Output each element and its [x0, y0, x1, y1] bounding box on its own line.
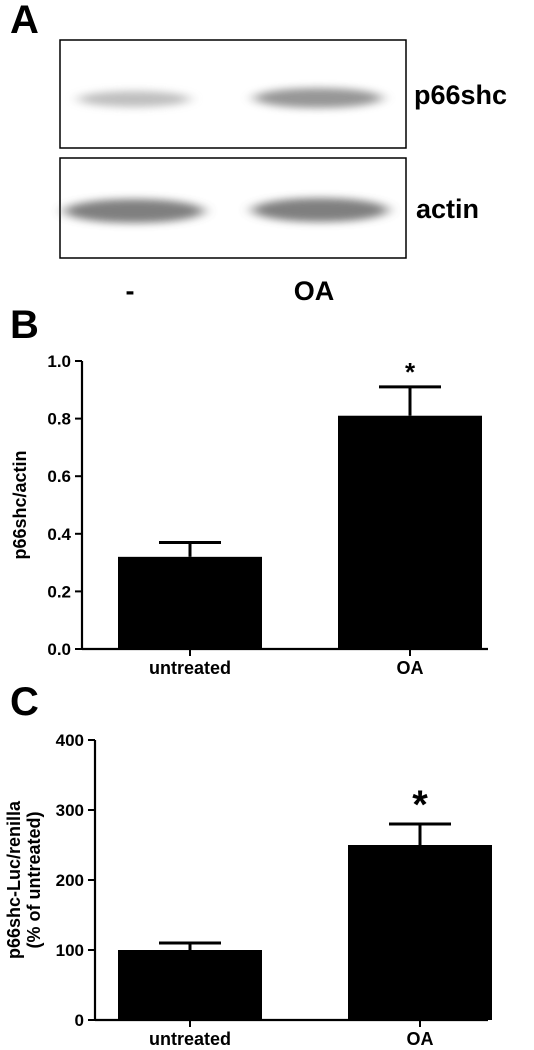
chart-c-significance-marker: *: [412, 783, 428, 827]
chart-b-category-label: untreated: [149, 658, 231, 678]
chart-c-y-tick-label: 100: [56, 941, 84, 960]
band-p66shc-oa: [254, 88, 382, 108]
chart-b-y-axis-title: p66shc/actin: [10, 450, 30, 559]
chart-c-y-tick-label: 0: [75, 1011, 84, 1030]
chart-b-y-tick-label: 1.0: [47, 352, 71, 371]
chart-b-y-tick-label: 0.8: [47, 410, 71, 429]
lane-label-oa: OA: [294, 276, 335, 306]
chart-b: 0.0 0.2 0.4 0.6 0.8 1.0 p66shc/actin untreated O…: [10, 352, 488, 678]
chart-c-y-tick-label: 200: [56, 871, 84, 890]
chart-b-significance-marker: *: [405, 357, 416, 387]
band-actin-oa: [252, 198, 388, 222]
chart-c-category-label: OA: [407, 1029, 434, 1049]
chart-c-y-axis-title: p66shc-Luc/renilla: [4, 800, 24, 959]
panel-b-letter: B: [10, 303, 39, 347]
blot-label-p66shc: p66shc: [414, 80, 507, 110]
chart-b-y-tick-label: 0.6: [47, 467, 71, 486]
panel-a-letter: A: [10, 0, 39, 42]
chart-b-y-tick-label: 0.0: [47, 640, 71, 659]
chart-b-bar: [118, 556, 262, 649]
chart-b-category-label: OA: [397, 658, 424, 678]
band-actin-untreated: [64, 199, 204, 223]
panel-c-letter: C: [10, 680, 39, 724]
chart-c-bar: [118, 950, 262, 1020]
chart-c-y-axis-title: (% of untreated): [24, 811, 44, 948]
chart-b-y-tick-label: 0.4: [47, 525, 71, 544]
chart-c-y-tick-label: 300: [56, 801, 84, 820]
lane-label-minus: -: [126, 276, 135, 306]
blot-actin: [59, 157, 407, 259]
blot-label-actin: actin: [416, 194, 479, 224]
chart-b-bar: [338, 415, 482, 649]
band-p66shc-untreated: [78, 91, 190, 107]
chart-c-bar: [348, 845, 492, 1020]
chart-c-y-tick-label: 400: [56, 731, 84, 750]
chart-c: 0 100 200 300 400 p66shc-Luc/renilla (% of unt…: [4, 731, 492, 1049]
chart-b-y-tick-label: 0.2: [47, 582, 71, 601]
chart-c-category-label: untreated: [149, 1029, 231, 1049]
blot-p66shc: [59, 39, 407, 149]
